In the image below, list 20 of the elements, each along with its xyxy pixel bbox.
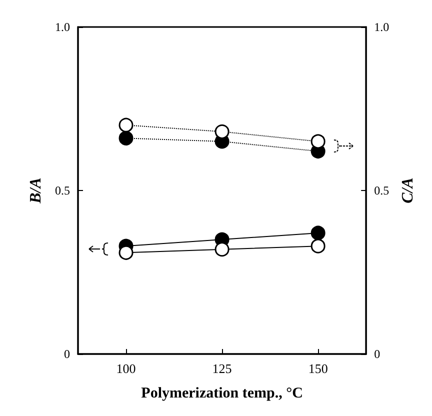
- point: [118, 245, 134, 260]
- y-tick-label: 1.0: [55, 20, 70, 34]
- x-axis-title: Polymerization temp., °C: [141, 386, 303, 402]
- y2-tick-label: 1.0: [374, 20, 390, 34]
- x-tick-label: 125: [212, 361, 232, 376]
- y2-tick-label: 0: [374, 347, 380, 361]
- y2-axis-title: C/A: [400, 177, 416, 204]
- point: [214, 124, 230, 139]
- point: [310, 238, 326, 254]
- point: [310, 134, 326, 149]
- y-tick-label: 0: [64, 347, 70, 361]
- point: [310, 226, 326, 240]
- x-tick-label: 100: [116, 361, 136, 376]
- y-axis-title: B/A: [28, 177, 45, 204]
- y2-tick-label: 0.5: [374, 184, 390, 198]
- y-tick-label: 0.5: [55, 184, 70, 198]
- x-tick-label: 150: [308, 361, 328, 376]
- point: [118, 118, 134, 132]
- point: [118, 130, 134, 146]
- point: [214, 242, 230, 257]
